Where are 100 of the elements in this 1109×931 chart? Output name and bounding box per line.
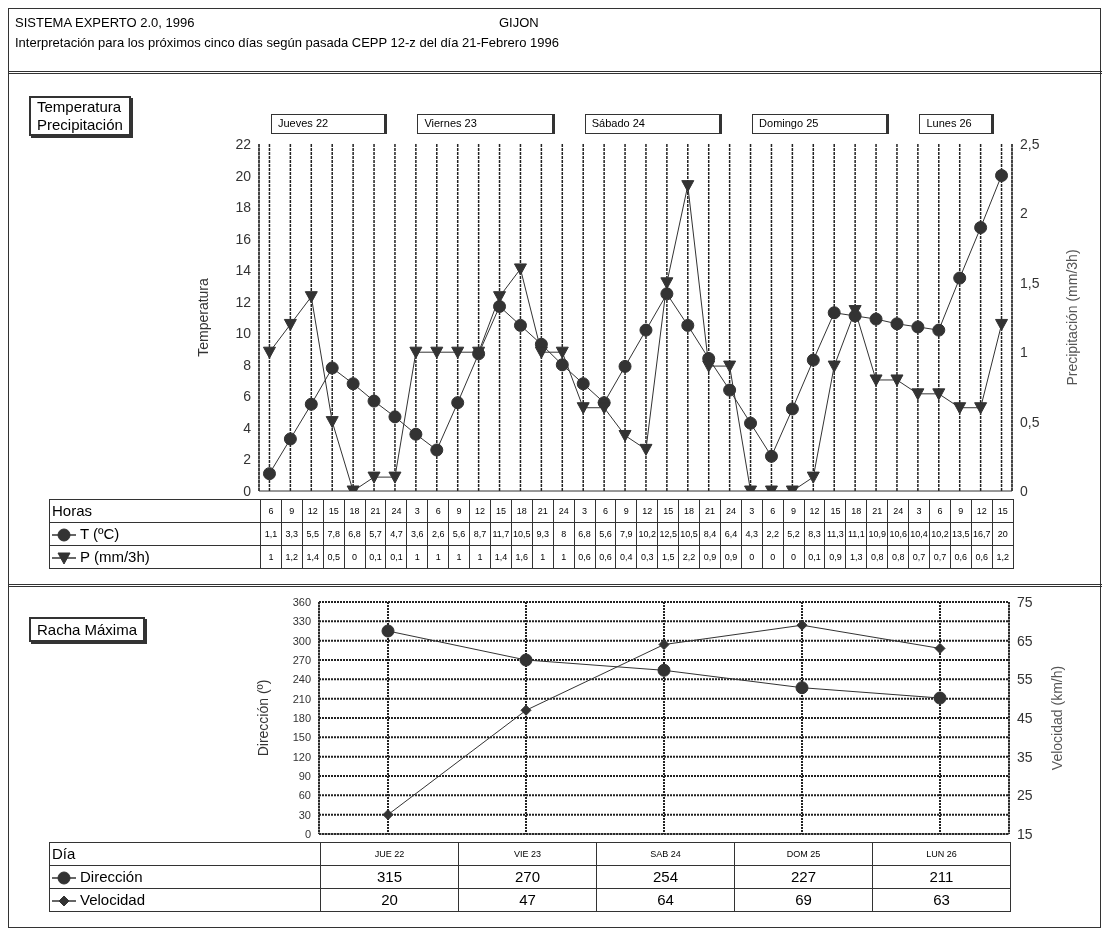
y-tick-label: 0: [243, 482, 252, 499]
y2-axis-title: Precipitación (mm/3h): [1063, 249, 1080, 386]
data-label: 1,2: [991, 546, 1013, 568]
x-tick-label: JUE 22: [320, 843, 458, 865]
data-label: 20: [320, 889, 458, 911]
y-tick-label: 360: [292, 595, 311, 608]
legend-label: P (mm/3h): [79, 548, 150, 565]
x-tick-label: 18: [845, 500, 867, 522]
y2-tick-label: 1: [1020, 344, 1028, 361]
data-label: 1: [260, 546, 281, 568]
x-tick-label: 24: [552, 500, 574, 522]
data-label: 4,3: [740, 523, 762, 545]
data-label: 10,4: [908, 523, 929, 545]
y-tick-label: 90: [298, 769, 311, 782]
data-label: 0,5: [322, 546, 344, 568]
data-label: 3,3: [280, 523, 302, 545]
text: Precipitación: [37, 116, 123, 134]
data-label: 6,8: [343, 523, 365, 545]
data-label: 1: [469, 546, 490, 568]
x-tick-label: 24: [887, 500, 909, 522]
y-tick-label: 180: [292, 711, 311, 724]
x-tick-label: 9: [615, 500, 637, 522]
x-tick-label: 21: [866, 500, 888, 522]
x-tick-label: 3: [908, 500, 929, 522]
data-label: 0,6: [594, 546, 616, 568]
x-tick-label: 6: [427, 500, 449, 522]
x-tick-label: SAB 24: [596, 843, 734, 865]
y-tick-label: 240: [292, 673, 311, 686]
data-label: 315: [320, 866, 458, 888]
data-label: 8,4: [699, 523, 720, 545]
x-tick-label: LUN 26: [872, 843, 1010, 865]
y-tick-label: 330: [292, 615, 311, 628]
data-label: 12,5: [657, 523, 679, 545]
data-label: 0,8: [866, 546, 888, 568]
data-label: 10,2: [636, 523, 658, 545]
y-tick-label: 22: [235, 135, 252, 152]
text: Temperatura: [37, 98, 123, 116]
x-tick-label: 24: [719, 500, 741, 522]
text: Horas: [51, 501, 93, 521]
data-label: 5,2: [782, 523, 804, 545]
data-label: 47: [458, 889, 596, 911]
y-tick-label: 60: [298, 789, 311, 802]
x-tick-label: 24: [385, 500, 407, 522]
data-label: 1,6: [510, 546, 532, 568]
y2-tick-label: 0: [1020, 482, 1028, 499]
data-label: 11,7: [489, 523, 511, 545]
y-tick-label: 30: [298, 808, 311, 821]
data-label: 1: [531, 546, 553, 568]
y-tick-label: 20: [235, 167, 252, 184]
y-tick-label: 4: [243, 419, 252, 436]
data-label: 2,2: [678, 546, 700, 568]
text: Día: [51, 844, 77, 864]
text: Viernes 23: [417, 114, 555, 134]
x-tick-label: 15: [322, 500, 344, 522]
x-tick-label: DOM 25: [734, 843, 872, 865]
data-label: 0,7: [929, 546, 950, 568]
text: Racha Máxima: [29, 617, 146, 642]
y-axis-title: Dirección (º): [254, 679, 271, 757]
data-label: 1,1: [260, 523, 281, 545]
data-label: 0: [740, 546, 762, 568]
data-label: 8,7: [469, 523, 490, 545]
y2-tick-label: 1,5: [1020, 274, 1040, 291]
data-label: 0,3: [636, 546, 658, 568]
data-label: 10,5: [678, 523, 700, 545]
data-label: 0,6: [949, 546, 971, 568]
y-tick-label: 8: [243, 356, 252, 373]
data-label: 0,9: [699, 546, 720, 568]
x-tick-label: 21: [364, 500, 386, 522]
data-label: 9,3: [531, 523, 553, 545]
x-tick-label: 15: [489, 500, 511, 522]
data-label: 1,2: [280, 546, 302, 568]
data-label: 5,5: [301, 523, 323, 545]
data-label: 10,2: [929, 523, 950, 545]
y2-tick-label: 2,5: [1020, 135, 1040, 152]
data-label: 1: [427, 546, 449, 568]
y-tick-label: 14: [235, 262, 252, 279]
data-label: 5,6: [594, 523, 616, 545]
text: Jueves 22: [271, 114, 388, 134]
x-tick-label: 3: [406, 500, 428, 522]
data-label: 227: [734, 866, 872, 888]
data-label: 8: [552, 523, 574, 545]
legend-label: Dirección: [79, 868, 143, 885]
data-label: 11,1: [845, 523, 867, 545]
data-label: 10,6: [887, 523, 909, 545]
data-label: 69: [734, 889, 872, 911]
x-tick-label: 21: [699, 500, 720, 522]
data-label: 0: [343, 546, 365, 568]
data-label: 0,4: [615, 546, 637, 568]
x-tick-label: 21: [531, 500, 553, 522]
y-tick-label: 10: [235, 325, 252, 342]
x-tick-label: 9: [949, 500, 971, 522]
data-label: 0,9: [719, 546, 741, 568]
data-label: 254: [596, 866, 734, 888]
data-label: 6,4: [719, 523, 741, 545]
data-label: 211: [872, 866, 1010, 888]
y2-tick-label: 45: [1017, 709, 1033, 726]
x-tick-label: 12: [636, 500, 658, 522]
text: Domingo 25: [752, 114, 890, 134]
data-label: 5,6: [448, 523, 470, 545]
data-label: 0: [782, 546, 804, 568]
